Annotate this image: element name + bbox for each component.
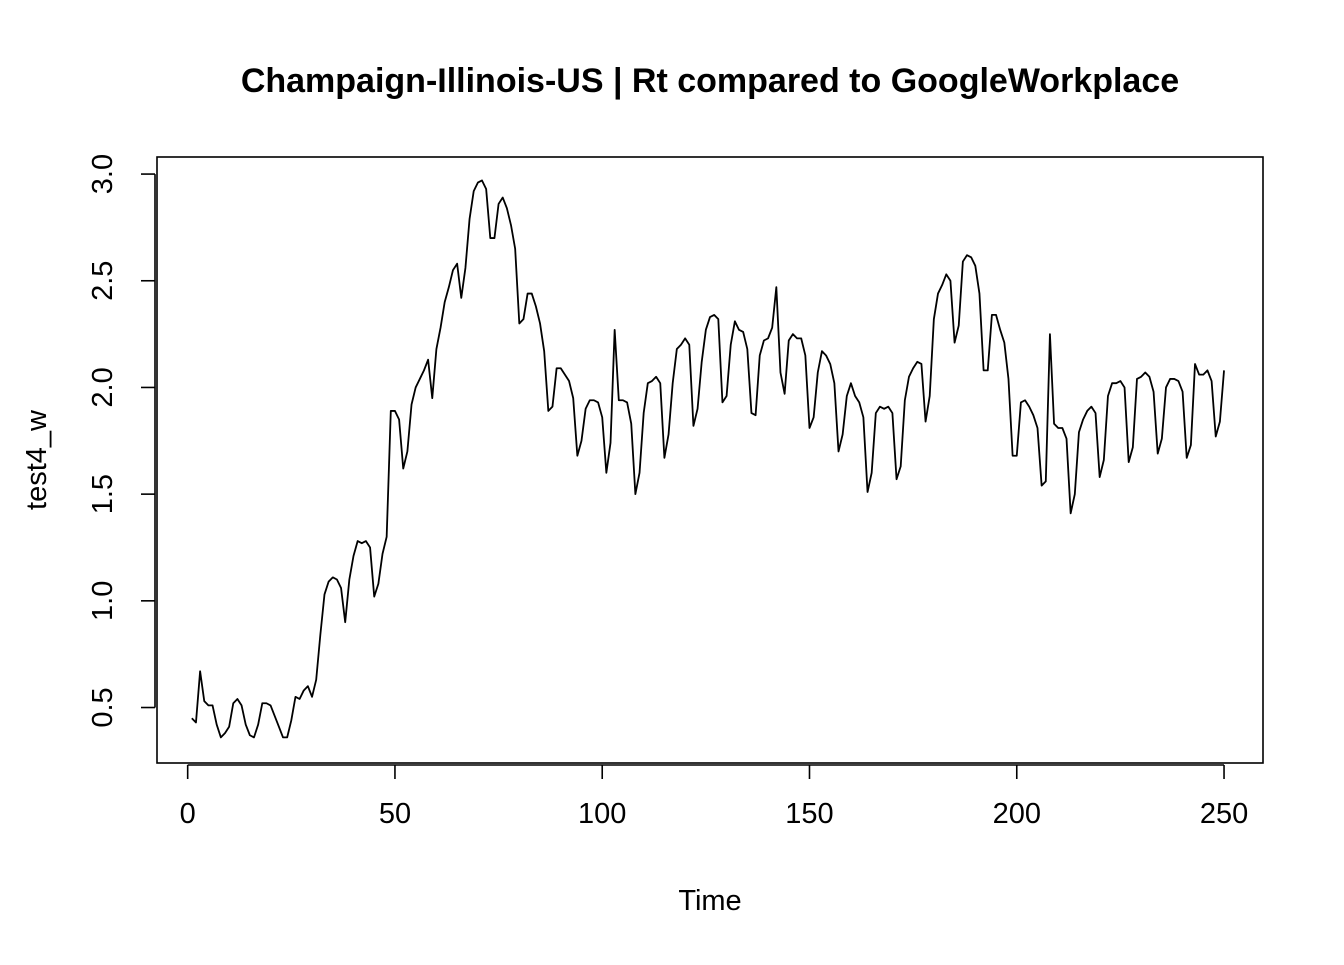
y-tick-label: 1.0 (87, 581, 119, 621)
series-line (191, 179, 1225, 739)
x-tick-label: 100 (578, 798, 626, 830)
x-axis-label: Time (678, 885, 741, 917)
x-tick-label: 200 (993, 798, 1041, 830)
x-tick-label: 250 (1200, 798, 1248, 830)
y-axis: 0.5 1.0 1.5 2.0 2.5 3.0 (87, 154, 156, 728)
y-tick-label: 2.5 (87, 261, 119, 301)
y-axis-label: test4_w (21, 409, 53, 510)
plot-frame (156, 156, 1264, 764)
y-tick-label: 1.5 (87, 474, 119, 514)
y-tick-label: 2.0 (87, 367, 119, 407)
chart-title: Champaign-Illinois-US | Rt compared to G… (241, 62, 1179, 100)
x-tick-label: 50 (379, 798, 411, 830)
y-tick-label: 3.0 (87, 154, 119, 194)
y-tick-label: 0.5 (87, 687, 119, 727)
series-layer (191, 179, 1225, 739)
x-tick-label: 0 (180, 798, 196, 830)
x-axis: 0 50 100 150 200 250 (180, 764, 1248, 830)
x-tick-label: 150 (785, 798, 833, 830)
